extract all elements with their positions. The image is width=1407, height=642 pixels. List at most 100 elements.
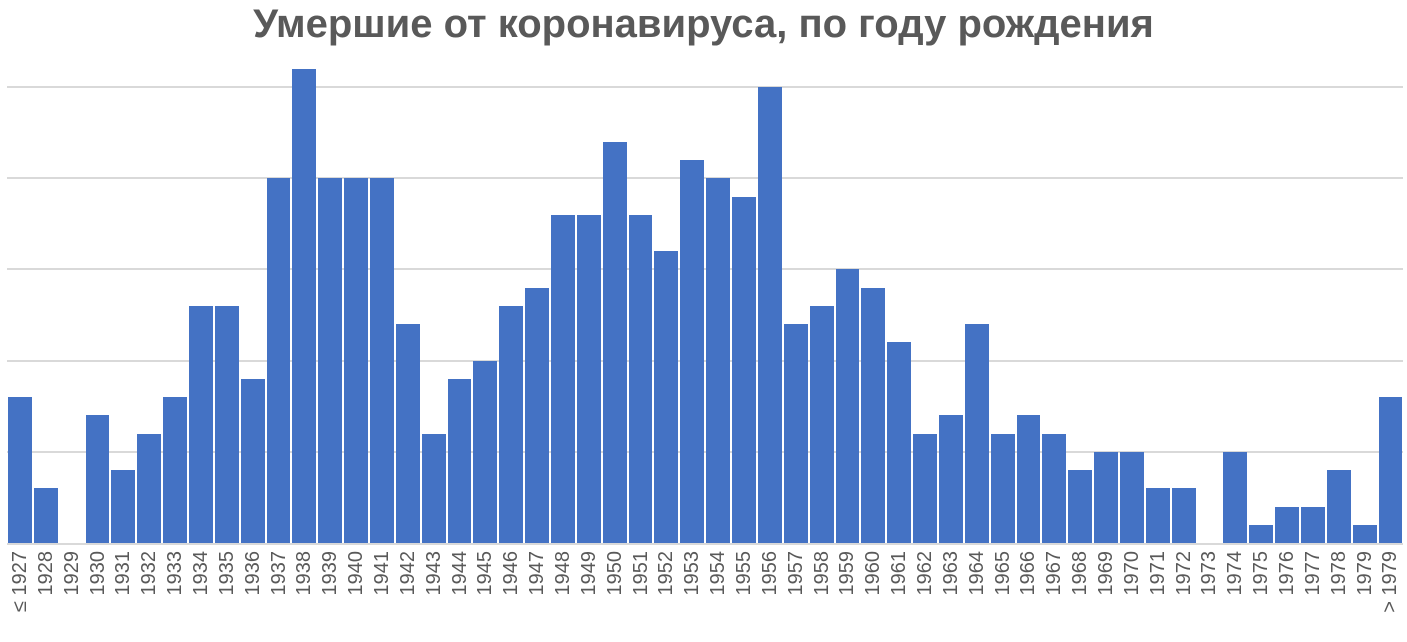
bar-1937 — [266, 178, 291, 543]
bar-slot — [912, 59, 938, 543]
x-tick: 1956 — [757, 551, 783, 642]
bar-slot — [240, 59, 266, 543]
x-tick-label: 1971 — [1146, 551, 1169, 596]
bar-1969 — [1094, 451, 1118, 543]
bar-1955 — [732, 196, 756, 543]
bar-slot — [653, 59, 679, 543]
bar-slot — [524, 59, 550, 543]
bar-1949 — [576, 214, 601, 543]
x-axis-labels: ≤ 1927 1928 1929 1930 1931 1932 1933 1934 1935 19… — [7, 551, 1403, 642]
x-tick: 1952 — [653, 551, 679, 642]
x-tick: 1928 — [33, 551, 59, 642]
x-tick-label: 1964 — [965, 551, 988, 596]
bar-1941 — [370, 178, 394, 543]
x-tick: 1975 — [1248, 551, 1274, 642]
x-tick: 1940 — [343, 551, 369, 642]
x-tick: 1948 — [550, 551, 576, 642]
bar-1936 — [240, 378, 265, 543]
x-tick: 1936 — [240, 551, 266, 642]
bar-slot — [705, 59, 731, 543]
x-tick-label: 1931 — [112, 551, 135, 596]
bar-slot — [679, 59, 705, 543]
bar-1946 — [499, 305, 524, 543]
x-tick-label: 1930 — [86, 551, 109, 596]
x-tick-label: 1950 — [603, 551, 626, 596]
bar-1933 — [163, 397, 188, 543]
bar-slot — [1145, 59, 1171, 543]
bar-slot — [162, 59, 188, 543]
bar-1948 — [551, 214, 575, 543]
gridline-25 — [7, 86, 1403, 89]
x-tick-label: 1961 — [888, 551, 911, 596]
bar-1957 — [783, 324, 808, 543]
x-tick: 1979 — [1352, 551, 1378, 642]
bar-slot — [550, 59, 576, 543]
x-tick-label: > 1979 — [1379, 551, 1402, 613]
bar-slot — [7, 59, 33, 543]
x-tick: 1955 — [731, 551, 757, 642]
x-tick: 1944 — [447, 551, 473, 642]
x-tick: 1972 — [1171, 551, 1197, 642]
bar-slot — [498, 59, 524, 543]
x-tick: 1938 — [291, 551, 317, 642]
x-tick: 1954 — [705, 551, 731, 642]
bar-slot — [343, 59, 369, 543]
x-tick: 1934 — [188, 551, 214, 642]
x-tick: 1974 — [1222, 551, 1248, 642]
bar-slot — [214, 59, 240, 543]
bar-slot — [1300, 59, 1326, 543]
x-tick-label: 1966 — [1017, 551, 1040, 596]
x-tick-label: 1958 — [810, 551, 833, 596]
x-tick-label: 1944 — [448, 551, 471, 596]
gridline-10 — [7, 359, 1403, 362]
bar-slot — [85, 59, 111, 543]
bar-1971 — [1145, 488, 1170, 543]
bar-slot — [421, 59, 447, 543]
x-tick-label: 1979 — [1353, 551, 1376, 596]
bar-slot — [291, 59, 317, 543]
bar-slot — [1197, 59, 1223, 543]
x-tick-label: 1970 — [1120, 551, 1143, 596]
x-tick: 1962 — [912, 551, 938, 642]
x-tick: 1973 — [1197, 551, 1223, 642]
plot-area — [7, 59, 1403, 543]
bar-1963 — [938, 415, 963, 543]
x-tick: 1961 — [886, 551, 912, 642]
x-tick-label: 1941 — [370, 551, 393, 596]
x-tick: 1953 — [679, 551, 705, 642]
x-tick-label: 1974 — [1224, 551, 1247, 596]
bar-slot — [266, 59, 292, 543]
bar-1952 — [654, 251, 679, 543]
x-tick-label: 1965 — [991, 551, 1014, 596]
bar-1978 — [1326, 470, 1351, 543]
bar-1976 — [1275, 506, 1299, 543]
x-tick-label: 1955 — [732, 551, 755, 596]
x-tick: 1929 — [59, 551, 85, 642]
x-tick-label: 1978 — [1327, 551, 1350, 596]
bar-slot — [990, 59, 1016, 543]
x-tick: 1963 — [938, 551, 964, 642]
bar-slot — [835, 59, 861, 543]
bar-1938 — [292, 68, 317, 543]
x-tick-label: 1945 — [474, 551, 497, 596]
x-tick-label: 1975 — [1250, 551, 1273, 596]
bar-1972 — [1171, 488, 1196, 543]
bar-1932 — [137, 433, 162, 543]
bar-slot — [1067, 59, 1093, 543]
x-tick-label: 1951 — [629, 551, 652, 596]
x-tick-label: 1943 — [422, 551, 445, 596]
x-tick-label: 1929 — [60, 551, 83, 596]
bar-slot — [628, 59, 654, 543]
bar-slot — [938, 59, 964, 543]
bar-1953 — [680, 160, 705, 543]
bar-1968 — [1068, 470, 1093, 543]
x-tick: 1959 — [835, 551, 861, 642]
bar-slot — [576, 59, 602, 543]
bar-slot — [472, 59, 498, 543]
x-tick: 1935 — [214, 551, 240, 642]
bar-slot — [188, 59, 214, 543]
bar-1956 — [757, 87, 782, 543]
bar-1974 — [1223, 451, 1248, 543]
x-tick: 1933 — [162, 551, 188, 642]
x-tick: 1968 — [1067, 551, 1093, 642]
